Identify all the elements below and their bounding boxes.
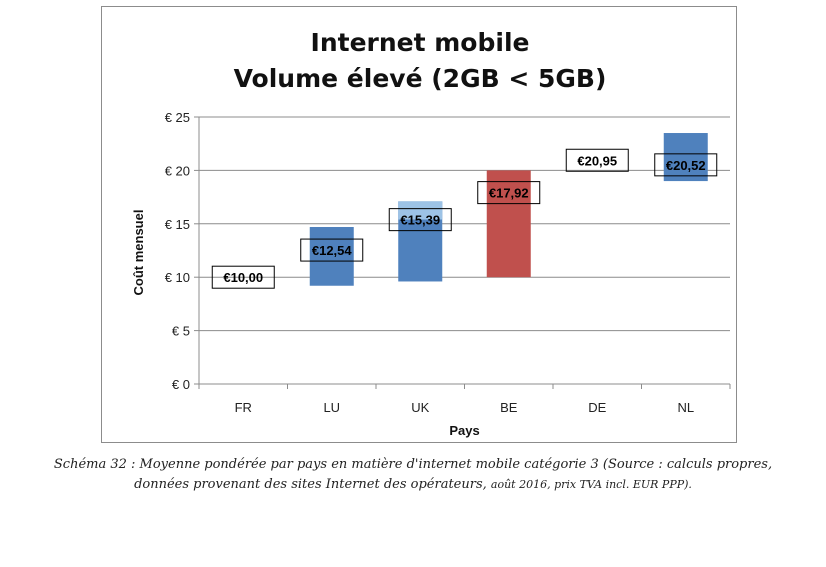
- data-label-box: [565, 148, 629, 172]
- data-label-box: [388, 208, 452, 232]
- y-tick-label: € 25: [165, 110, 190, 125]
- data-label: €17,92: [489, 186, 529, 201]
- bar-segment-uk: [398, 201, 443, 220]
- figure-caption: Schéma 32 : Moyenne pondérée par pays en…: [53, 457, 773, 472]
- bar-be: [486, 170, 531, 278]
- chart-title-line-1: Internet mobile: [311, 28, 530, 57]
- figure-caption-source: données provenant des sites Internet des…: [0, 477, 826, 492]
- data-label: €10,00: [223, 270, 263, 285]
- y-tick-label: € 20: [165, 163, 190, 178]
- y-tick-label: € 15: [165, 217, 190, 232]
- y-axis-title: Coût mensuel: [131, 210, 146, 296]
- chart-area: Internet mobile Volume élevé (2GB < 5GB) €…: [101, 6, 737, 443]
- data-label-box: [477, 181, 541, 205]
- y-tick-label: € 10: [165, 270, 190, 285]
- x-tick-label: BE: [500, 400, 518, 415]
- caption-source-details: août 2016, prix TVA incl. EUR PPP).: [490, 478, 692, 491]
- x-tick-label: NL: [677, 400, 694, 415]
- caption-source-main: données provenant des sites Internet des…: [134, 477, 491, 492]
- chart-title-line-2: Volume élevé (2GB < 5GB): [234, 64, 607, 93]
- y-tick-label: € 5: [172, 324, 190, 339]
- bar-lu: [309, 227, 354, 286]
- data-label-box: [211, 265, 275, 289]
- x-tick-label: LU: [323, 400, 340, 415]
- x-axis-title: Pays: [449, 423, 479, 438]
- data-label: €20,95: [577, 153, 617, 168]
- y-tick-label: € 0: [172, 377, 190, 392]
- x-tick-label: FR: [235, 400, 252, 415]
- data-label-box: [300, 238, 364, 262]
- data-label-box: [654, 153, 718, 177]
- bar-nl: [663, 133, 708, 182]
- data-label: €12,54: [312, 243, 353, 258]
- x-tick-label: UK: [411, 400, 429, 415]
- data-label: €15,39: [400, 213, 440, 228]
- chart-plot: Internet mobile Volume élevé (2GB < 5GB) €…: [131, 28, 731, 438]
- data-label: €20,52: [666, 158, 706, 173]
- x-tick-label: DE: [588, 400, 606, 415]
